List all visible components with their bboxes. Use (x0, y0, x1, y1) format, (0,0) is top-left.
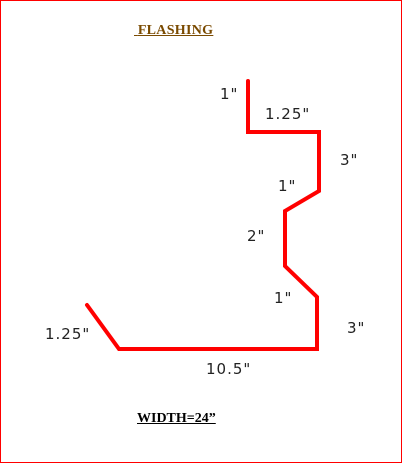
dim-lower-riser: 3" (347, 319, 366, 337)
dim-hem: 1.25" (45, 325, 91, 343)
dim-top-return: 1.25" (265, 105, 311, 123)
dim-upper-offset: 1" (278, 177, 297, 195)
diagram-title-text: FLASHING (137, 23, 214, 38)
dim-middle-riser: 2" (247, 227, 266, 245)
flashing-profile-line (85, 79, 321, 351)
dim-base: 10.5" (206, 360, 252, 378)
dim-top-flange: 1" (220, 85, 239, 103)
dim-lower-offset: 1" (274, 289, 293, 307)
width-note: WIDTH=24” (137, 411, 216, 426)
dim-upper-riser: 3" (340, 151, 359, 169)
diagram-title: FLASHING (134, 23, 213, 39)
